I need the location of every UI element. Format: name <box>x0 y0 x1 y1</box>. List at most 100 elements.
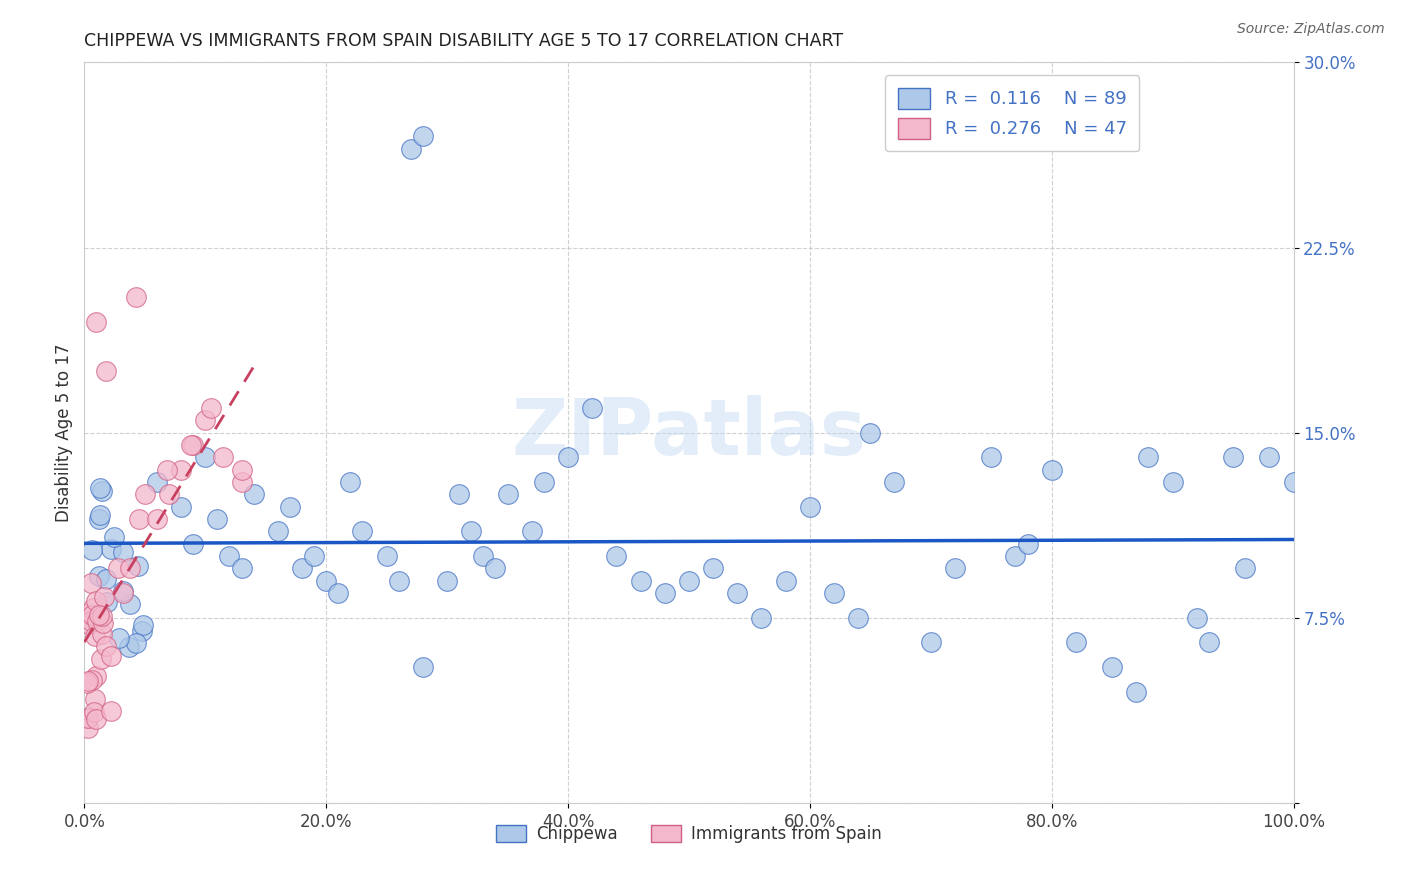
Point <box>86 314 108 328</box>
Point <box>1137 450 1160 465</box>
Point <box>1064 635 1087 649</box>
Point <box>920 635 942 649</box>
Point <box>120 597 142 611</box>
Point <box>87 569 110 583</box>
Point <box>108 631 131 645</box>
Point <box>134 487 156 501</box>
Point <box>128 512 150 526</box>
Text: ZIPatlas: ZIPatlas <box>512 394 866 471</box>
Point <box>943 561 966 575</box>
Point <box>91 483 114 498</box>
Point <box>90 609 112 624</box>
Point <box>103 529 125 543</box>
Point <box>80 673 103 687</box>
Point <box>180 438 202 452</box>
Point <box>242 487 264 501</box>
Point <box>1282 475 1305 489</box>
Point <box>76 711 98 725</box>
Point <box>75 607 97 622</box>
Point <box>80 542 103 557</box>
Point <box>231 561 253 575</box>
Point <box>89 481 111 495</box>
Point <box>267 524 290 539</box>
Point <box>100 704 122 718</box>
Point <box>1004 549 1026 563</box>
Point <box>1125 685 1147 699</box>
Point <box>112 545 135 559</box>
Point <box>231 475 253 489</box>
Point <box>87 512 110 526</box>
Point <box>100 542 122 557</box>
Point <box>127 558 149 573</box>
Point <box>125 636 148 650</box>
Point <box>207 512 229 526</box>
Point <box>170 500 193 514</box>
Point <box>449 487 471 501</box>
Point <box>412 660 434 674</box>
Point <box>412 129 434 144</box>
Legend: Chippewa, Immigrants from Spain: Chippewa, Immigrants from Spain <box>489 819 889 850</box>
Point <box>194 413 217 427</box>
Point <box>84 712 107 726</box>
Point <box>823 586 845 600</box>
Point <box>605 549 627 563</box>
Point <box>1101 660 1123 674</box>
Point <box>1234 561 1257 575</box>
Point <box>76 675 98 690</box>
Point <box>484 561 506 575</box>
Point <box>89 508 111 522</box>
Point <box>86 614 108 628</box>
Point <box>775 574 797 588</box>
Point <box>436 574 458 588</box>
Point <box>654 586 676 600</box>
Point <box>125 290 148 304</box>
Point <box>339 475 361 489</box>
Point <box>111 584 134 599</box>
Point <box>107 561 129 575</box>
Point <box>100 648 122 663</box>
Point <box>96 595 118 609</box>
Point <box>328 586 350 600</box>
Point <box>77 721 100 735</box>
Point <box>194 450 217 465</box>
Point <box>155 462 177 476</box>
Point <box>751 610 773 624</box>
Point <box>1258 450 1281 465</box>
Point <box>83 705 105 719</box>
Point <box>87 607 110 622</box>
Point <box>131 624 153 638</box>
Text: CHIPPEWA VS IMMIGRANTS FROM SPAIN DISABILITY AGE 5 TO 17 CORRELATION CHART: CHIPPEWA VS IMMIGRANTS FROM SPAIN DISABI… <box>84 32 844 50</box>
Point <box>132 618 155 632</box>
Point <box>496 487 519 501</box>
Point <box>1198 635 1220 649</box>
Point <box>120 561 142 575</box>
Point <box>472 549 495 563</box>
Point <box>118 640 141 654</box>
Point <box>1185 610 1208 624</box>
Point <box>91 627 114 641</box>
Point <box>112 586 135 600</box>
Point <box>76 711 98 725</box>
Point <box>212 450 235 465</box>
Point <box>846 610 869 624</box>
Point <box>302 549 325 563</box>
Point <box>557 450 579 465</box>
Point <box>678 574 700 588</box>
Point <box>1161 475 1184 489</box>
Point <box>94 364 117 378</box>
Text: Source: ZipAtlas.com: Source: ZipAtlas.com <box>1237 22 1385 37</box>
Point <box>84 668 107 682</box>
Point <box>218 549 240 563</box>
Point <box>980 450 1002 465</box>
Point <box>399 142 422 156</box>
Point <box>157 487 180 501</box>
Point <box>630 574 652 588</box>
Point <box>96 572 118 586</box>
Point <box>77 617 100 632</box>
Point <box>170 462 193 476</box>
Point <box>702 561 724 575</box>
Point <box>82 601 104 615</box>
Point <box>80 607 103 622</box>
Point <box>181 438 204 452</box>
Point <box>200 401 222 415</box>
